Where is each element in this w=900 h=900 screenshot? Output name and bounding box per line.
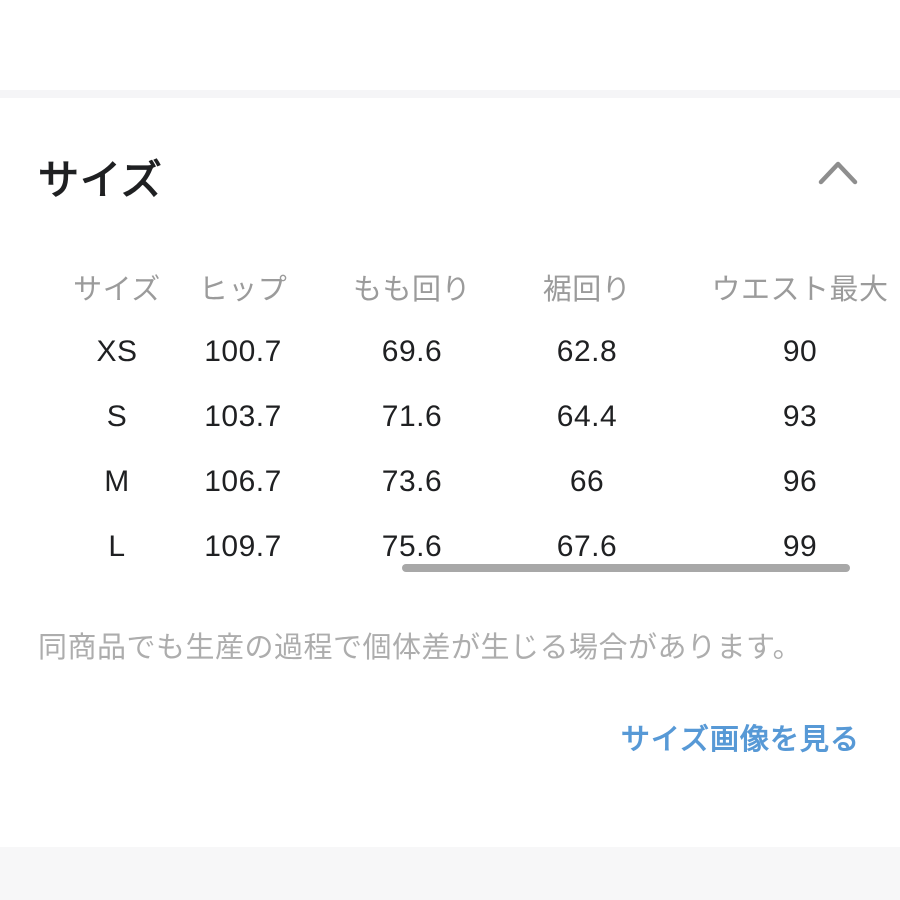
horizontal-scrollbar-thumb[interactable] — [402, 564, 850, 572]
next-section-background — [0, 847, 900, 900]
thigh-value: 71.6 — [381, 399, 443, 433]
waist-max-value: 90 — [782, 334, 818, 368]
column-header-waist-max: ウエスト最大 — [711, 273, 889, 306]
waist-max-value: 96 — [782, 464, 818, 498]
waist-max-value: 93 — [782, 399, 818, 433]
hip-value: 106.7 — [204, 464, 282, 498]
column-header-size: サイズ — [73, 273, 161, 306]
size-label: L — [108, 529, 126, 563]
chevron-up-icon — [818, 161, 858, 185]
size-label: XS — [96, 334, 138, 368]
hem-value: 66 — [569, 464, 605, 498]
waist-max-value: 99 — [782, 529, 818, 563]
collapse-section-button[interactable] — [810, 150, 866, 196]
view-size-image-link[interactable]: サイズ画像を見る — [620, 724, 860, 756]
column-header-hip: ヒップ — [198, 273, 288, 306]
size-label: S — [106, 399, 128, 433]
size-table-grid: サイズ ヒップ もも回り 裾回り ウエスト最大 XS 100.7 69.6 62… — [0, 254, 900, 579]
production-variance-note: 同商品でも生産の過程で個体差が生じる場合があります。 — [38, 632, 803, 664]
hem-value: 64.4 — [556, 399, 618, 433]
thigh-value: 73.6 — [381, 464, 443, 498]
section-title: サイズ — [38, 157, 163, 203]
hip-value: 100.7 — [204, 334, 282, 368]
hip-value: 103.7 — [204, 399, 282, 433]
column-header-thigh: もも回り — [352, 273, 471, 306]
hem-value: 67.6 — [556, 529, 618, 563]
size-label: M — [104, 464, 130, 498]
size-table[interactable]: サイズ ヒップ もも回り 裾回り ウエスト最大 XS 100.7 69.6 62… — [0, 254, 900, 579]
thigh-value: 69.6 — [381, 334, 443, 368]
thigh-value: 75.6 — [381, 529, 443, 563]
column-header-hem: 裾回り — [542, 273, 632, 306]
hem-value: 62.8 — [556, 334, 618, 368]
section-divider — [0, 90, 900, 98]
hip-value: 109.7 — [204, 529, 282, 563]
